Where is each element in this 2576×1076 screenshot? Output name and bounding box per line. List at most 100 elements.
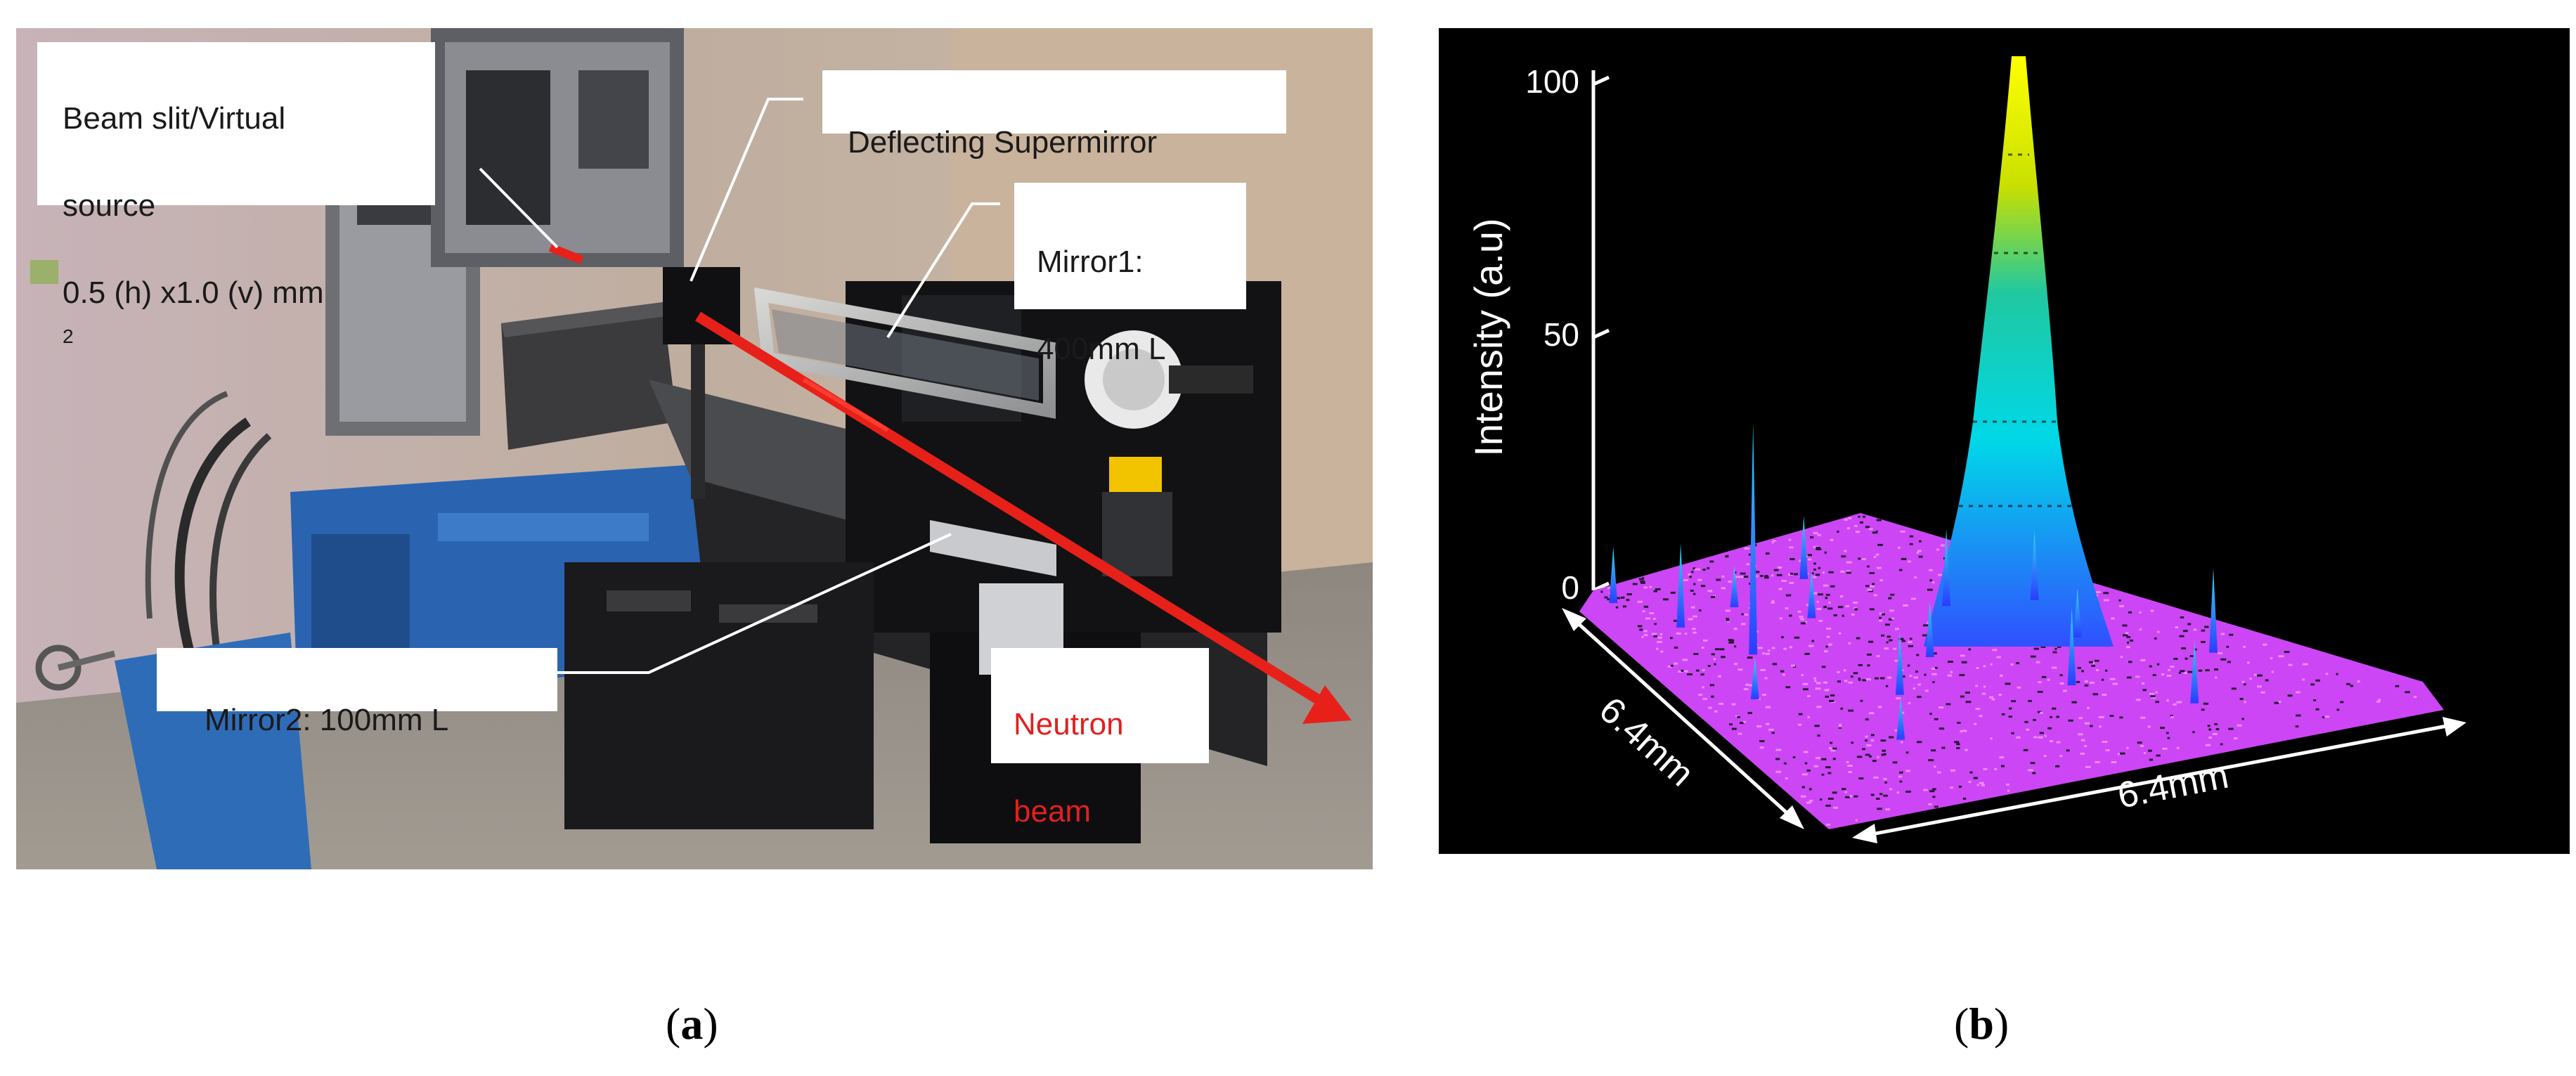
surface-texture-dot	[2059, 682, 2064, 685]
surface-texture-dot	[1828, 571, 1834, 573]
surface-texture-dot	[1934, 666, 1938, 669]
surface-texture-dot	[2201, 629, 2206, 632]
surface-texture-dot	[1819, 798, 1823, 800]
surface-texture-dot	[1733, 571, 1737, 574]
surface-texture-dot	[1838, 725, 1842, 727]
surface-texture-dot	[1846, 570, 1851, 573]
surface-texture-dot	[1868, 640, 1874, 643]
surface-texture-dot	[2035, 661, 2040, 663]
surface-texture-dot	[1771, 602, 1775, 604]
surface-texture-dot	[2180, 670, 2185, 673]
tick-label-100: 100	[1525, 63, 1579, 100]
surface-texture-dot	[1870, 739, 1875, 741]
surface-texture-dot	[1965, 748, 1968, 751]
surface-texture-dot	[1888, 597, 1892, 599]
surface-texture-dot	[1741, 623, 1746, 625]
surface-texture-dot	[2111, 761, 2117, 763]
surface-texture-dot	[2030, 762, 2035, 765]
surface-texture-dot	[1879, 619, 1883, 622]
surface-texture-dot	[1659, 633, 1663, 635]
surface-texture-dot	[1754, 575, 1759, 578]
surface-texture-dot	[1738, 576, 1744, 578]
surface-texture-dot	[1959, 674, 1965, 677]
surface-texture-dot	[2350, 685, 2354, 687]
surface-texture-dot	[1838, 632, 1842, 635]
surface-texture-dot	[2109, 715, 2114, 717]
surface-texture-dot	[1855, 531, 1860, 533]
surface-texture-dot	[1832, 758, 1836, 760]
surface-texture-dot	[1709, 684, 1715, 687]
surface-texture-dot	[1907, 664, 1910, 667]
surface-texture-dot	[2139, 628, 2142, 631]
surface-texture-dot	[1854, 524, 1858, 527]
surface-texture-dot	[2271, 670, 2274, 673]
tick-label-50: 50	[1543, 316, 1579, 353]
beam-slit-line3: 0.5 (h) x1.0 (v) mm	[63, 276, 324, 310]
surface-texture-dot	[2141, 682, 2145, 685]
surface-texture-dot	[1950, 769, 1955, 772]
surface-texture-dot	[2037, 711, 2042, 713]
surface-texture-dot	[1792, 756, 1796, 758]
surface-texture-dot	[1929, 569, 1933, 571]
surface-texture-dot	[1884, 647, 1889, 650]
surface-texture-dot	[1941, 544, 1945, 547]
surface-texture-dot	[1870, 734, 1875, 737]
surface-texture-dot	[1990, 737, 1993, 740]
surface-texture-dot	[1707, 665, 1711, 667]
surface-texture-dot	[1965, 692, 1970, 694]
surface-texture-dot	[2026, 728, 2030, 731]
surface-texture-dot	[1649, 612, 1655, 614]
surface-texture-dot	[1719, 648, 1725, 651]
surface-texture-dot	[2220, 658, 2227, 661]
surface-texture-dot	[1826, 635, 1830, 638]
surface-texture-dot	[1640, 581, 1645, 583]
surface-texture-dot	[1771, 647, 1775, 649]
surface-texture-dot	[1932, 652, 1937, 655]
surface-texture-dot	[2077, 666, 2081, 669]
surface-texture-dot	[1713, 658, 1716, 661]
surface-texture-dot	[1816, 608, 1822, 610]
surface-texture-dot	[1946, 703, 1951, 706]
surface-texture-dot	[1785, 777, 1788, 780]
surface-texture-dot	[1697, 578, 1702, 581]
surface-texture-dot	[1877, 566, 1882, 569]
surface-texture-dot	[1789, 646, 1792, 649]
central-peak	[1924, 56, 2114, 647]
surface-texture-dot	[1960, 695, 1965, 698]
surface-texture-dot	[1701, 585, 1706, 588]
surface-texture-dot	[1876, 798, 1880, 800]
surface-texture-dot	[2243, 645, 2246, 648]
surface-texture-dot	[2310, 683, 2315, 686]
surface-texture-dot	[1869, 608, 1875, 611]
surface-texture-dot	[1853, 602, 1858, 604]
surface-texture-dot	[1670, 591, 1676, 594]
surface-texture-dot	[1771, 599, 1775, 602]
surface-texture-dot	[1931, 668, 1936, 670]
surface-texture-dot	[1826, 628, 1832, 630]
surface-texture-dot	[1765, 652, 1770, 655]
surface-texture-dot	[1862, 515, 1866, 518]
surface-texture-dot	[1898, 775, 1903, 778]
surface-texture-dot	[2204, 625, 2209, 628]
surface-texture-dot	[1885, 808, 1890, 811]
surface-texture-dot	[2078, 733, 2083, 736]
surface-texture-dot	[1965, 701, 1972, 704]
surface-texture-dot	[1884, 781, 1887, 784]
surface-texture-dot	[1900, 530, 1905, 533]
surface-texture-dot	[1844, 791, 1847, 793]
surface-texture-dot	[1843, 669, 1846, 672]
surface-texture-dot	[1927, 588, 1933, 591]
surface-texture-dot	[2084, 745, 2087, 748]
surface-texture-dot	[1832, 791, 1837, 794]
surface-texture-dot	[1717, 675, 1721, 678]
surface-plot-svg: 100 50 0 Intensity (a.u) 6.4mm 6.4mm	[1466, 56, 2466, 843]
surface-texture-dot	[1829, 747, 1832, 750]
surface-texture-dot	[1976, 784, 1979, 786]
surface-texture-dot	[2056, 741, 2061, 744]
surface-texture-dot	[1879, 616, 1882, 619]
surface-texture-dot	[1754, 544, 1757, 547]
surface-texture-dot	[1830, 749, 1836, 752]
surface-base	[1579, 513, 2444, 829]
surface-texture-dot	[2043, 755, 2047, 757]
surface-texture-dot	[2099, 715, 2104, 718]
